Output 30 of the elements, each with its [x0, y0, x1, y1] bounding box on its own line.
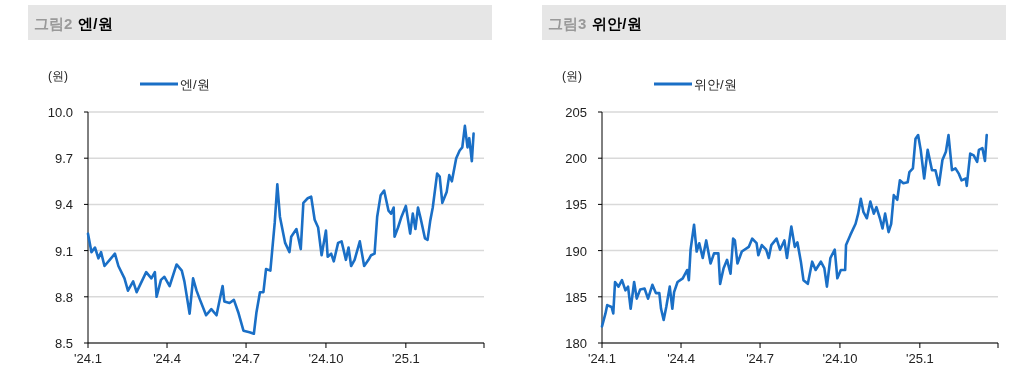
y-tick-label: 190 — [565, 243, 587, 259]
legend-label: 위안/원 — [694, 77, 737, 92]
y-tick-label: 8.5 — [54, 336, 73, 351]
y-tick-label: 9.1 — [54, 243, 73, 259]
legend-label: 엔/원 — [180, 77, 210, 92]
x-tick-label: '24.7 — [232, 351, 260, 366]
x-tick-label: '24.4 — [153, 351, 181, 366]
chart-title: 그림2 엔/원 — [34, 15, 113, 32]
x-tick-label: '25.1 — [391, 351, 420, 366]
y-tick-label: 205 — [565, 105, 587, 120]
x-tick-label: '24.4 — [667, 351, 695, 366]
x-tick-label: '24.10 — [308, 351, 344, 366]
y-tick-label: 200 — [565, 151, 587, 167]
y-tick-label: 8.8 — [54, 289, 73, 305]
legend: 엔/원 — [140, 77, 210, 92]
legend: 위안/원 — [654, 77, 737, 92]
x-tick-label: '24.7 — [746, 351, 774, 366]
y-tick-label: 9.7 — [54, 151, 73, 167]
y-tick-label: 10.0 — [47, 105, 73, 120]
y-tick-label: 9.4 — [54, 197, 73, 213]
chart-title: 그림3 위안/원 — [548, 15, 642, 32]
x-tick-label: '24.10 — [822, 351, 858, 366]
x-tick-label: '24.1 — [74, 351, 102, 366]
x-tick-label: '25.1 — [905, 351, 934, 366]
y-axis-title: (원) — [48, 69, 68, 83]
y-tick-label: 185 — [565, 289, 587, 305]
y-tick-label: 195 — [565, 197, 587, 213]
y-axis-title: (원) — [562, 69, 582, 83]
y-tick-label: 180 — [565, 336, 587, 351]
x-tick-label: '24.1 — [588, 351, 616, 366]
